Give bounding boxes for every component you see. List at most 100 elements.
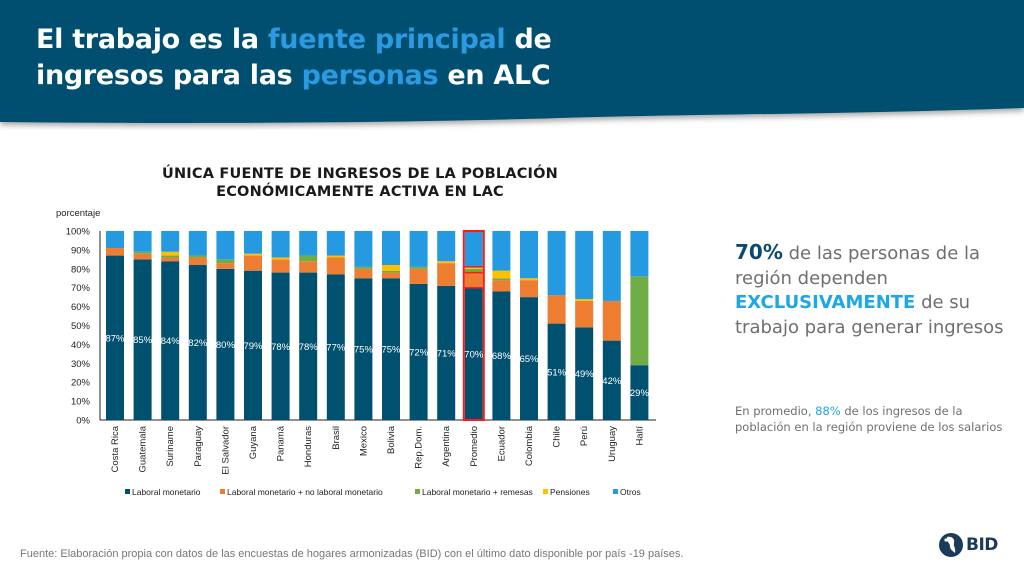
bid-logo-icon xyxy=(939,533,963,557)
bar-segment-pensiones xyxy=(492,270,511,279)
x-tick-label: Guyana xyxy=(248,425,259,459)
x-tick-label: Chile xyxy=(552,426,563,448)
bar-segment-pensiones xyxy=(575,299,594,301)
bar-segment-laboral-monetario xyxy=(106,255,124,420)
bar-segment-pensiones xyxy=(326,255,345,258)
x-tick-label: Perú xyxy=(579,426,590,446)
chart-title-line: ECONÓMICAMENTE ACTIVA EN LAC xyxy=(216,184,504,200)
bar-segment-laboral-monetario-no-laboral-monetario xyxy=(354,268,373,279)
bar-segment-laboral-monetario xyxy=(216,268,235,420)
bar-segment-laboral-monetario xyxy=(326,274,345,420)
bar-segment-laboral-monetario-no-laboral-monetario xyxy=(106,248,124,256)
data-label: 72% xyxy=(409,347,429,358)
bar-segment-laboral-monetario-no-laboral-monetario xyxy=(382,272,400,279)
bar-segment-laboral-monetario xyxy=(630,365,649,420)
bar-segment-otros xyxy=(437,231,456,262)
bar-segment-laboral-monetario xyxy=(464,287,483,420)
bar-segment-otros xyxy=(492,231,511,271)
y-axis-label: porcentaje xyxy=(56,208,100,219)
x-tick-label: Ecuador xyxy=(496,426,507,461)
x-tick-label: Mexico xyxy=(358,426,369,456)
bar-segment-laboral-monetario xyxy=(520,297,538,420)
bar-segment-otros xyxy=(188,231,207,256)
x-tick-label: Promedio xyxy=(469,426,480,467)
bar-segment-laboral-monetario-remesas xyxy=(161,255,180,258)
data-label: 87% xyxy=(105,333,125,344)
chart-title: ÚNICA FUENTE DE INGRESOS DE LA POBLACIÓN… xyxy=(110,165,610,201)
bar-segment-laboral-monetario xyxy=(602,340,621,420)
x-tick-label: Bolivia xyxy=(386,425,397,454)
legend-label: Otros xyxy=(620,487,641,497)
bar-segment-laboral-monetario-no-laboral-monetario xyxy=(437,263,456,286)
bar-segment-otros xyxy=(464,231,483,267)
bar-segment-laboral-monetario-no-laboral-monetario xyxy=(602,300,621,341)
bar-segment-laboral-monetario-no-laboral-monetario xyxy=(409,268,428,284)
title-part: El trabajo es la xyxy=(36,24,268,55)
x-tick-label: Rep.Dom. xyxy=(414,426,425,469)
bar-segment-laboral-monetario-no-laboral-monetario xyxy=(271,259,290,273)
y-tick-label: 50% xyxy=(71,321,91,332)
legend-swatch xyxy=(125,489,130,494)
key-stat-text-1: de las personas de la región dependen xyxy=(735,243,981,289)
bar-segment-pensiones xyxy=(437,261,456,264)
bar-segment-laboral-monetario xyxy=(299,272,318,420)
bar-segment-laboral-monetario-remesas xyxy=(354,266,373,269)
bar-segment-otros xyxy=(133,231,152,252)
bar-segment-laboral-monetario-no-laboral-monetario xyxy=(464,272,483,288)
x-tick-label: Haití xyxy=(634,426,645,446)
bar-segment-pensiones xyxy=(271,257,290,260)
bar-segment-pensiones xyxy=(464,266,483,269)
bar-segment-otros xyxy=(547,231,566,296)
bar-segment-laboral-monetario-no-laboral-monetario xyxy=(244,255,262,271)
bar-segment-laboral-monetario-remesas xyxy=(216,259,235,264)
bar-segment-laboral-monetario-remesas xyxy=(492,278,511,281)
data-label: 78% xyxy=(271,342,291,353)
stacked-bar-chart: porcentaje 0% 10% 20% 30% 40% 50% 60% 70% 80% 90% 1… xyxy=(56,208,656,497)
bar-segment-laboral-monetario-no-laboral-monetario xyxy=(520,280,538,298)
y-tick-label: 40% xyxy=(71,340,91,351)
y-tick-label: 0% xyxy=(76,416,90,427)
y-tick-label: 100% xyxy=(66,227,91,238)
bar-segment-laboral-monetario xyxy=(382,278,400,420)
title-part: en ALC xyxy=(438,60,551,91)
note-percentage: 88% xyxy=(815,404,841,418)
bar-segment-laboral-monetario-no-laboral-monetario xyxy=(575,300,594,328)
bar-segment-laboral-monetario-no-laboral-monetario xyxy=(216,263,235,269)
bar-segment-laboral-monetario xyxy=(161,261,180,420)
data-label: 70% xyxy=(464,349,484,360)
bar-segment-otros xyxy=(630,231,649,277)
legend-label: Pensiones xyxy=(550,487,590,497)
bar-segment-laboral-monetario-no-laboral-monetario xyxy=(326,257,345,275)
data-label: 75% xyxy=(354,345,374,356)
legend-swatch xyxy=(415,489,420,494)
average-note: En promedio, 88% de los ingresos de la p… xyxy=(735,404,1020,435)
legend-label: Laboral monetario xyxy=(132,487,201,497)
bar-segment-pensiones xyxy=(244,253,262,256)
bar-segment-laboral-monetario xyxy=(133,259,152,420)
bar-segment-laboral-monetario-remesas xyxy=(409,266,428,269)
y-tick-label: 10% xyxy=(71,397,91,408)
data-label: 82% xyxy=(188,338,208,349)
bar-segment-pensiones xyxy=(382,265,400,271)
key-stat-value: 70% xyxy=(735,240,783,264)
bid-logo-text: BID xyxy=(966,535,998,555)
header-banner xyxy=(0,0,1024,123)
bar-segment-laboral-monetario-no-laboral-monetario xyxy=(188,257,207,266)
x-tick-label: Honduras xyxy=(303,426,314,467)
y-tick-label: 20% xyxy=(71,378,91,389)
key-stat-text: 70% de las personas de la región depende… xyxy=(735,240,1015,340)
title-line-1: El trabajo es la fuente principal de xyxy=(36,22,736,58)
bar-segment-otros xyxy=(271,231,290,258)
bar-segment-laboral-monetario-remesas xyxy=(299,255,318,262)
bar-segment-otros xyxy=(161,231,180,252)
bid-logo: BID xyxy=(938,532,998,558)
key-stat-text-2: de su trabajo para generar ingresos xyxy=(735,292,1004,338)
bar-segment-otros xyxy=(354,231,373,267)
note-text-2: de los ingresos de la población en la re… xyxy=(735,404,1003,434)
x-tick-label: Panamá xyxy=(276,425,287,461)
bar-segment-laboral-monetario-remesas xyxy=(133,251,152,254)
bar-segment-otros xyxy=(299,231,318,256)
bar-segment-otros xyxy=(216,231,235,260)
legend-swatch xyxy=(220,489,225,494)
title-line-2: ingresos para las personas en ALC xyxy=(36,58,736,94)
